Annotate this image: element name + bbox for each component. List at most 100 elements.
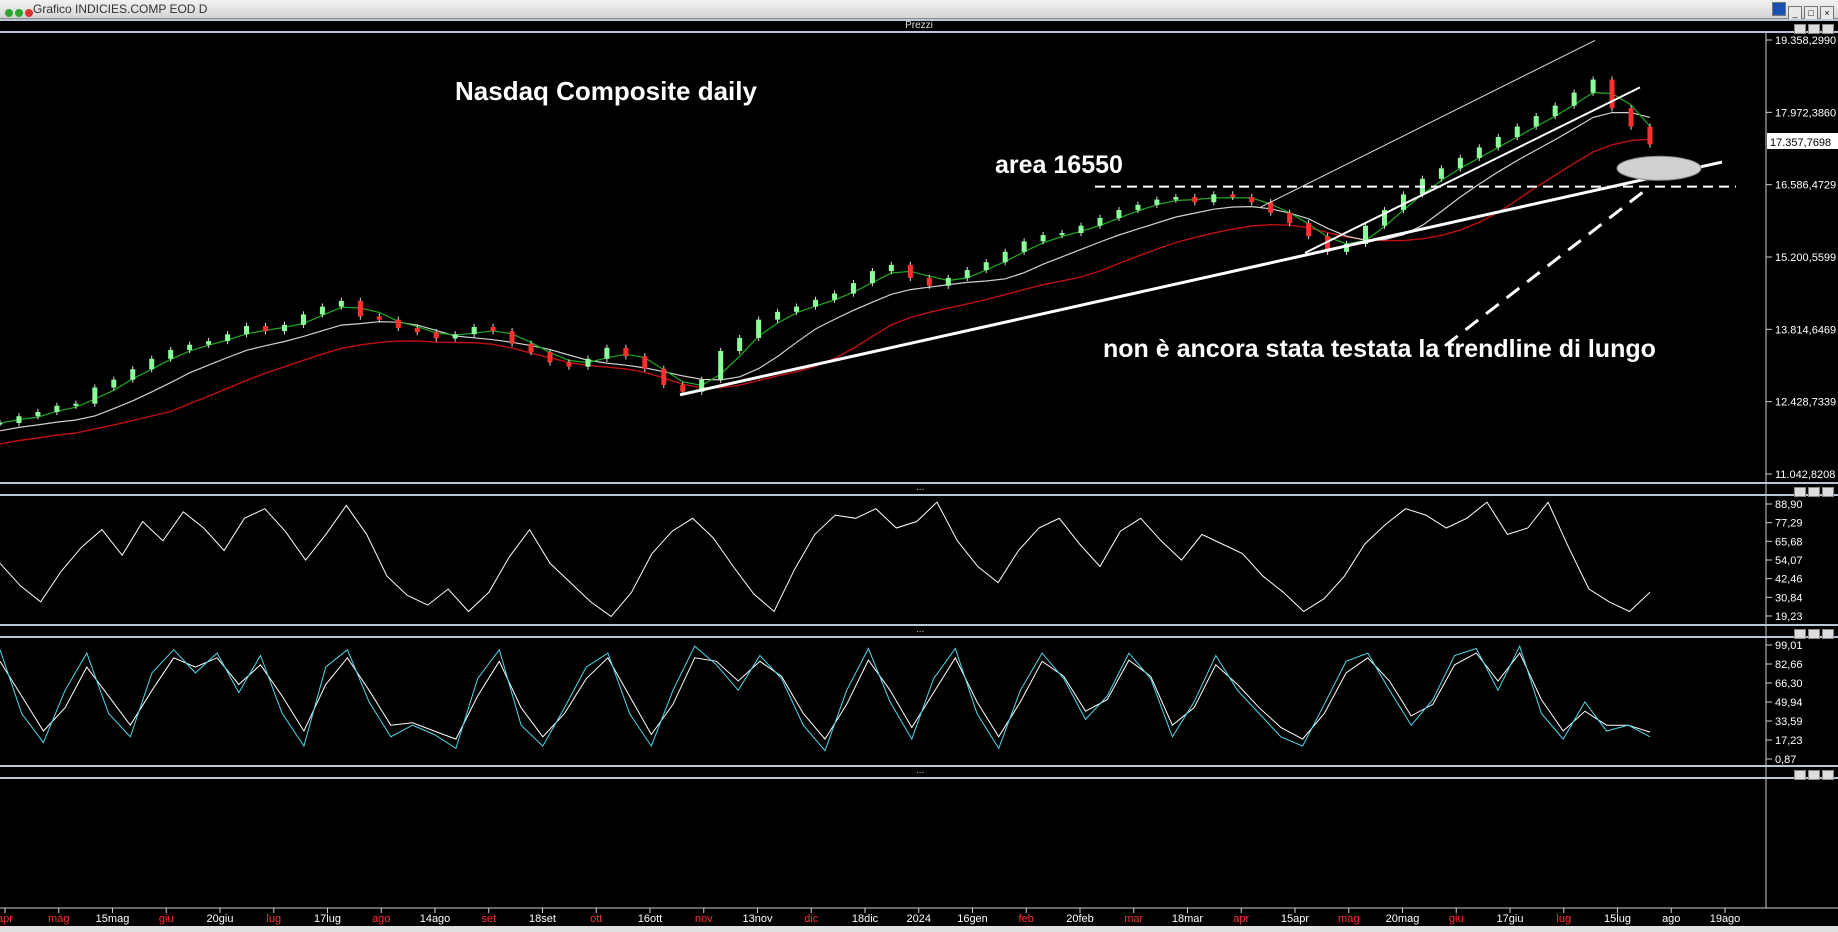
x-tick-label: apr [1233,913,1249,925]
x-tick-label: apr [0,913,13,925]
candle-body [1287,212,1293,224]
pane-maximize-button[interactable] [1808,487,1820,497]
pane-separator-2[interactable]: ... [0,624,1838,639]
candle-body [604,347,610,359]
x-tick-label: dic [804,913,819,925]
y-tick-label: 65,68 [1775,536,1803,548]
pane-close-button[interactable] [1822,629,1834,639]
x-tick-label: 13nov [743,913,773,925]
candle-body [338,300,344,307]
candle-body [1552,105,1558,117]
candle-body [452,334,458,339]
candle-body [528,343,534,353]
x-tick-label: 17lug [314,913,341,925]
status-dot-icon [15,9,23,17]
candle-body [1476,147,1482,158]
price-pane: 19.358,2990 17.972,3860 16.586,4729 15.200,… [0,35,1836,481]
channel-top-line [1259,39,1596,208]
annotation-trendline: non è ancora stata testata la trendline … [1103,335,1656,363]
candle-body [794,306,800,312]
candle-body [1040,235,1046,242]
y-tick-label: 30,84 [1775,592,1803,604]
candle-body [813,299,819,307]
x-tick-label: 19ago [1710,913,1741,925]
pane-close-button[interactable] [1822,24,1834,34]
pane-maximize-button[interactable] [1808,770,1820,780]
candle-body [225,334,231,342]
oscillator-line [0,501,1651,618]
pane-separator-1[interactable]: ... [0,482,1838,497]
long-trendline [679,160,1723,397]
candle-body [168,349,174,359]
x-tick-label: ago [1662,913,1680,925]
pane-minimize-button[interactable] [1794,770,1806,780]
restore-icon[interactable] [1772,2,1786,16]
y-tick-label: 99,01 [1775,640,1803,652]
y-tick-label: 66,30 [1775,678,1803,690]
candle-body [737,337,743,351]
candle-body [642,356,648,369]
candle-body [1495,136,1501,148]
candle-body [130,369,136,380]
pane-separator-3[interactable]: ... [0,765,1838,780]
candle-body [1571,92,1577,106]
stochastic-pane: 99,01 82,66 66,30 49,94 33,59 17,23 0,87 [0,640,1803,766]
candle-body [0,422,3,425]
candle-body [661,368,667,385]
ma-short-line [0,91,1651,424]
candle-body [585,358,591,367]
dashed-pointer-line [1444,185,1651,347]
y-tick-label: 88,90 [1775,499,1803,511]
candle-body [1438,168,1444,179]
candle-body [1268,202,1274,213]
pane-maximize-button[interactable] [1808,629,1820,639]
pane-minimize-button[interactable] [1794,487,1806,497]
y-tick-label: 33,59 [1775,716,1803,728]
candle-body [54,405,60,413]
candle-body [1457,157,1463,169]
candle-body [945,277,951,286]
pane-minimize-button[interactable] [1794,24,1806,34]
x-tick-label: set [481,913,496,925]
candle-body [376,316,382,320]
candle-body [775,311,781,320]
ma-mid-line [0,112,1651,432]
price-pane-header: Prezzi [0,19,1838,34]
pane-grip-icon[interactable]: ... [916,624,925,635]
window-titlebar: Grafico INDICIES.COMP EOD D _ □ × [0,0,1838,22]
y-tick-label: 15.200,5599 [1775,252,1836,264]
stochastic-d-line [0,652,1651,740]
candle-body [1116,210,1122,218]
x-tick-label: 14ago [420,913,451,925]
y-tick-label: 17.972,3860 [1775,107,1836,119]
candle-body [1628,108,1634,127]
candle-body [1249,197,1255,203]
pane-grip-icon[interactable]: ... [916,765,925,776]
candle-body [566,362,572,367]
y-tick-label: 11.042,8208 [1775,469,1835,481]
candle-body [1002,251,1008,263]
window-status-dots [5,4,35,22]
pane-close-button[interactable] [1822,487,1834,497]
candle-body [907,264,913,278]
pane-maximize-button[interactable] [1808,24,1820,34]
candle-body [433,332,439,339]
status-dot-icon [25,9,33,17]
candle-body [623,347,629,357]
x-tick-label: mag [1338,913,1359,925]
x-tick-label: 20mag [1386,913,1420,925]
x-tick-label: 16ott [638,913,662,925]
pane-minimize-button[interactable] [1794,629,1806,639]
x-tick-label: feb [1019,913,1034,925]
candle-body [756,319,762,338]
y-tick-label: 77,29 [1775,518,1803,530]
pane-close-button[interactable] [1822,770,1834,780]
x-tick-label: 18dic [852,913,879,925]
x-tick-label: mag [48,913,69,925]
x-tick-label: 17giu [1497,913,1524,925]
pane-grip-icon[interactable]: ... [916,482,925,493]
candle-body [1590,79,1596,93]
candle-body [1154,199,1160,205]
status-dot-icon [5,9,13,17]
